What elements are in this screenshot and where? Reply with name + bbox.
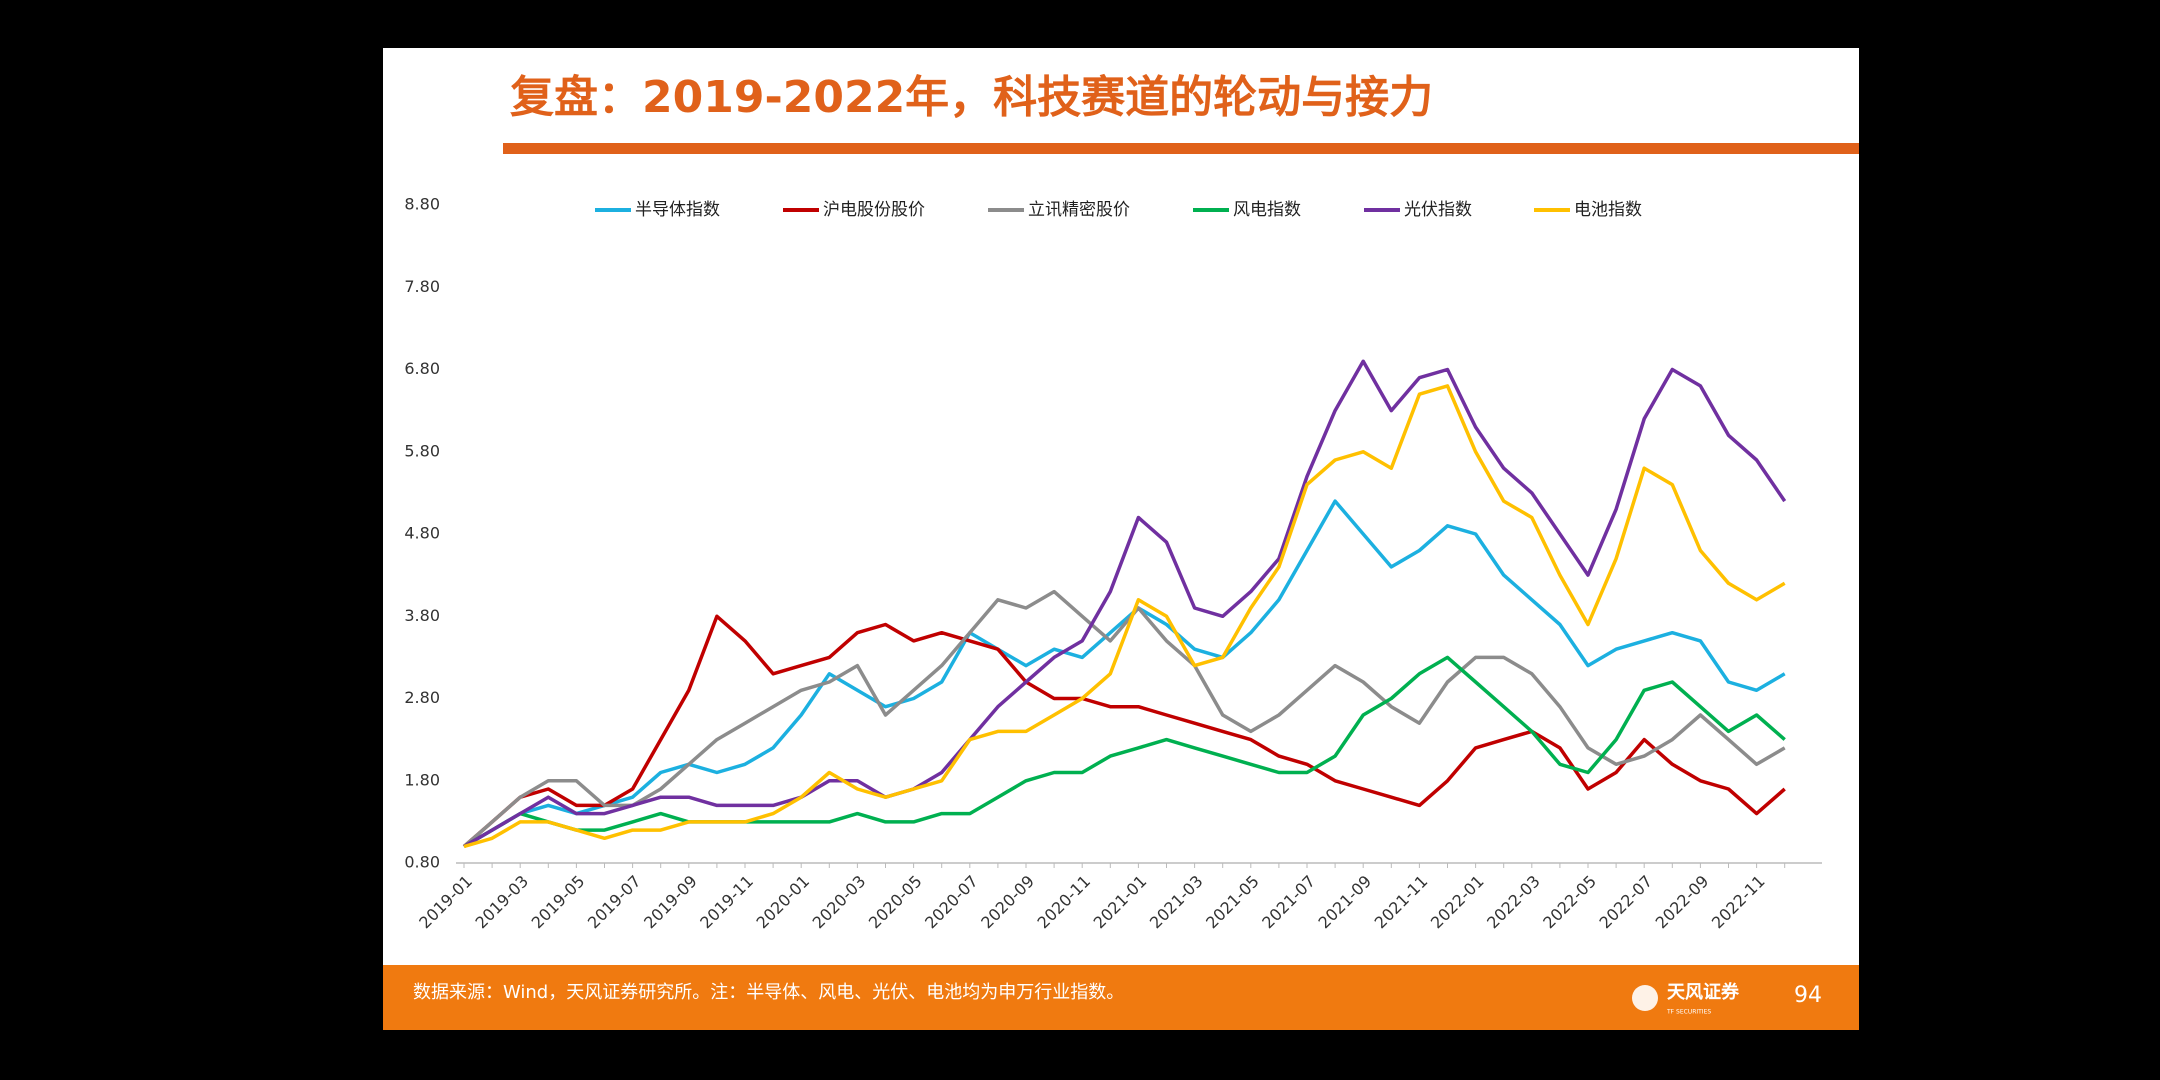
series-line bbox=[462, 614, 1786, 848]
legend-label: 沪电股份股价 bbox=[823, 200, 925, 220]
y-tick-label: 7.80 bbox=[404, 277, 440, 296]
series-line bbox=[463, 655, 1786, 849]
slide-title: 复盘：2019-2022年，科技赛道的轮动与接力 bbox=[510, 72, 1433, 123]
legend-label: 电池指数 bbox=[1574, 200, 1642, 220]
legend-label: 光伏指数 bbox=[1404, 200, 1472, 220]
logo-icon bbox=[1632, 985, 1658, 1011]
page-number: 94 bbox=[1794, 983, 1822, 1008]
logo-text: 天风证券 bbox=[1667, 981, 1740, 1003]
y-tick-label: 3.80 bbox=[404, 606, 440, 625]
series-line bbox=[463, 499, 1786, 849]
logo: 天风证券 TF SECURITIES bbox=[1632, 981, 1740, 1016]
y-tick-label: 1.80 bbox=[404, 770, 440, 789]
footer-source: 数据来源：Wind，天风证券研究所。注：半导体、风电、光伏、电池均为申万行业指数… bbox=[413, 982, 1124, 1003]
title-rule bbox=[503, 143, 1859, 154]
logo-subtext: TF SECURITIES bbox=[1666, 1009, 1711, 1016]
legend-label: 半导体指数 bbox=[635, 200, 720, 220]
y-tick-label: 8.80 bbox=[404, 195, 440, 214]
legend-label: 风电指数 bbox=[1233, 200, 1301, 220]
series-line bbox=[463, 384, 1786, 849]
y-tick-label: 6.80 bbox=[404, 359, 440, 378]
y-tick-label: 5.80 bbox=[404, 441, 440, 460]
legend-label: 立讯精密股价 bbox=[1028, 200, 1130, 220]
footer-band bbox=[383, 965, 1859, 1030]
series-line bbox=[462, 589, 1786, 848]
y-tick-label: 2.80 bbox=[404, 688, 440, 707]
series-line bbox=[463, 359, 1787, 849]
y-tick-label: 0.80 bbox=[404, 853, 440, 872]
y-tick-label: 4.80 bbox=[404, 524, 440, 543]
